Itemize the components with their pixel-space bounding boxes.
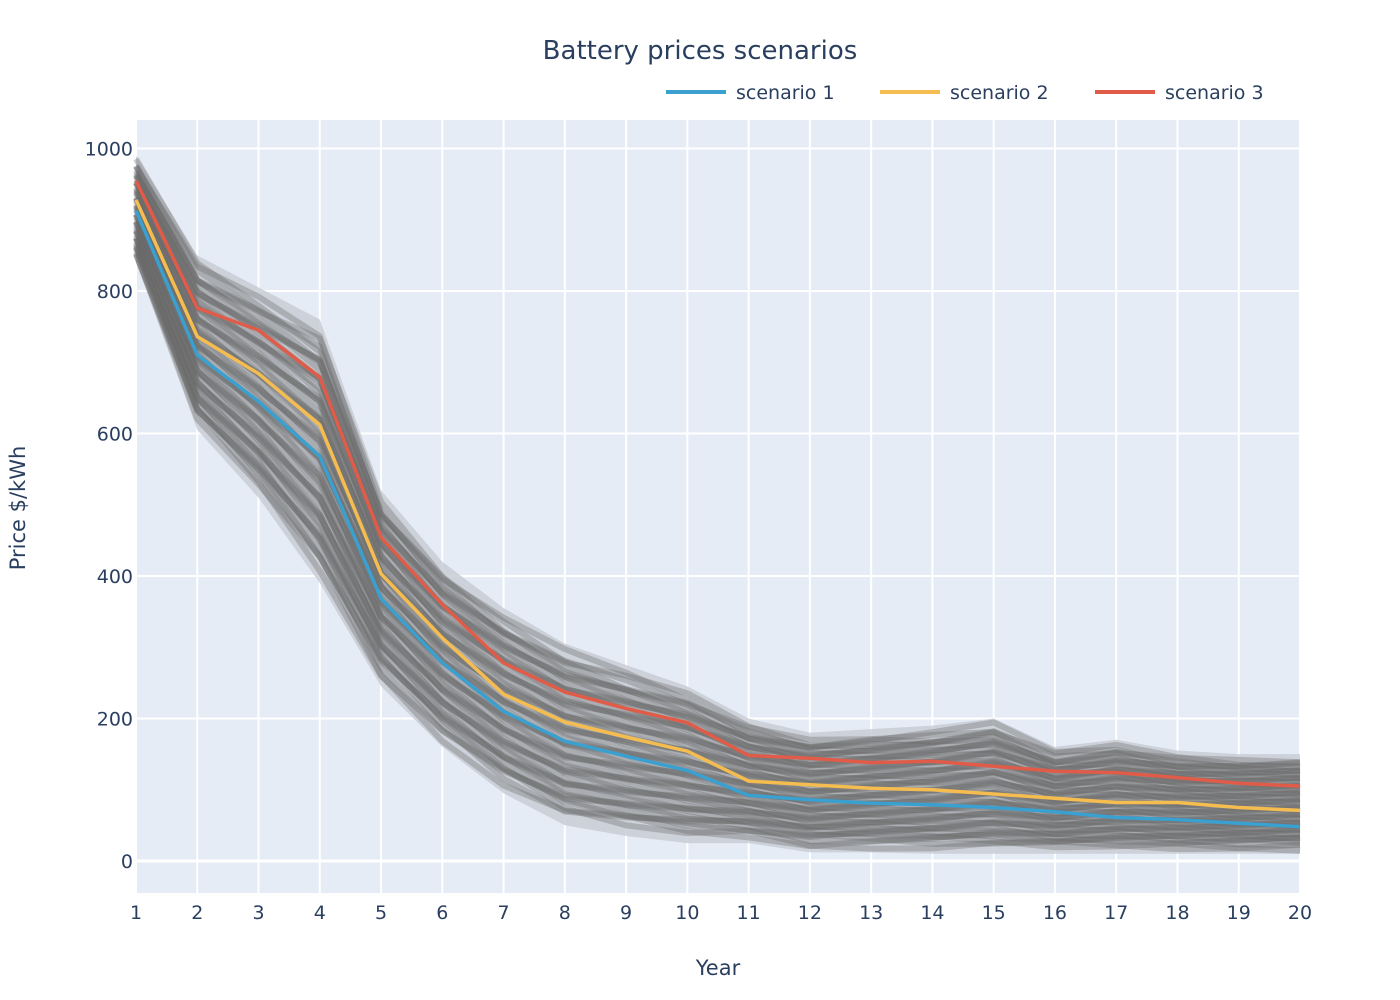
simulation-path: [133, 199, 1301, 801]
simulation-band: [133, 155, 1301, 854]
simulation-path: [133, 244, 1301, 848]
x-tick-label: 16: [1043, 902, 1067, 924]
x-tick-label: 7: [498, 902, 510, 924]
legend-item-scenario-1[interactable]: scenario 1: [666, 82, 835, 104]
simulation-path: [133, 237, 1301, 830]
simulation-path: [133, 185, 1301, 793]
simulation-path: [133, 181, 1301, 779]
simulation-path: [133, 236, 1301, 843]
legend-item-scenario-2[interactable]: scenario 2: [880, 82, 1049, 104]
simulation-path: [133, 157, 1301, 770]
legend-item-scenario-3[interactable]: scenario 3: [1095, 82, 1264, 104]
chart-title: Battery prices scenarios: [543, 36, 858, 66]
y-tick-label: 1000: [85, 138, 133, 160]
simulation-path: [133, 190, 1301, 800]
simulation-path: [133, 175, 1301, 773]
simulation-path: [133, 196, 1301, 795]
x-tick-label: 14: [920, 902, 944, 924]
legend-label: scenario 2: [950, 82, 1049, 104]
simulation-envelope: [136, 155, 1300, 854]
x-tick-label: 19: [1227, 902, 1251, 924]
y-axis-ticks: 0 200 400 600 800 1000: [85, 138, 133, 872]
simulation-path: [133, 164, 1301, 776]
y-axis-label: Price $/kWh: [6, 446, 30, 571]
x-tick-label: 10: [675, 902, 699, 924]
x-axis-label: Year: [695, 956, 741, 980]
simulation-path: [133, 212, 1301, 818]
simulation-path: [133, 237, 1301, 839]
x-tick-label: 15: [982, 902, 1006, 924]
simulation-path: [133, 246, 1301, 853]
x-tick-label: 6: [436, 902, 448, 924]
simulation-path: [133, 230, 1300, 829]
simulation-path: [133, 213, 1301, 822]
simulation-path: [133, 192, 1301, 790]
x-tick-label: 20: [1288, 902, 1312, 924]
simulation-path: [133, 224, 1301, 831]
x-tick-label: 8: [559, 902, 571, 924]
series-line-scenario-3: [134, 179, 1301, 788]
simulation-path: [133, 209, 1301, 806]
simulation-path: [133, 220, 1301, 828]
series-lines: [134, 179, 1301, 829]
legend-label: scenario 3: [1165, 82, 1264, 104]
x-tick-label: 9: [620, 902, 632, 924]
simulation-path: [133, 237, 1301, 840]
simulation-path: [133, 170, 1301, 766]
simulation-path: [133, 188, 1301, 797]
legend-label: scenario 1: [736, 82, 835, 104]
simulation-path: [133, 172, 1301, 781]
y-tick-label: 400: [97, 566, 133, 588]
simulation-path: [133, 241, 1301, 847]
y-tick-label: 200: [97, 708, 133, 730]
x-tick-label: 4: [314, 902, 326, 924]
x-tick-label: 1: [130, 902, 142, 924]
simulation-path: [133, 229, 1301, 827]
series-line-scenario-2: [134, 199, 1301, 813]
x-tick-label: 12: [798, 902, 822, 924]
simulation-path: [133, 251, 1301, 851]
x-tick-label: 3: [252, 902, 264, 924]
x-axis-ticks: 1 2 3 4 5 6 7 8 9 10 11 12 13 14 15 16 17 18 19 20: [130, 902, 1312, 924]
simulation-path: [133, 245, 1301, 843]
series-line-scenario-1: [134, 209, 1301, 829]
x-tick-label: 13: [859, 902, 883, 924]
x-tick-label: 2: [191, 902, 203, 924]
x-tick-label: 18: [1165, 902, 1189, 924]
simulation-path: [133, 247, 1301, 845]
x-tick-label: 5: [375, 902, 387, 924]
x-tick-label: 11: [737, 902, 761, 924]
simulation-path: [133, 252, 1301, 854]
simulation-path: [133, 226, 1301, 822]
simulation-path: [133, 205, 1301, 807]
simulation-path: [133, 173, 1301, 775]
simulation-path: [133, 164, 1301, 771]
simulation-path: [133, 197, 1301, 795]
legend[interactable]: scenario 1 scenario 2 scenario 3: [666, 82, 1264, 104]
simulation-path: [133, 253, 1301, 847]
simulation-path: [133, 234, 1301, 834]
y-tick-label: 800: [97, 281, 133, 303]
simulation-path: [133, 229, 1301, 837]
simulation-path: [133, 204, 1301, 798]
simulation-path: [133, 216, 1301, 817]
y-tick-label: 0: [121, 851, 133, 873]
simulation-path: [133, 242, 1301, 838]
simulation-path: [133, 165, 1301, 771]
simulation-path: [133, 181, 1301, 786]
x-tick-label: 17: [1104, 902, 1128, 924]
y-tick-label: 600: [97, 423, 133, 445]
simulation-path: [133, 213, 1301, 811]
